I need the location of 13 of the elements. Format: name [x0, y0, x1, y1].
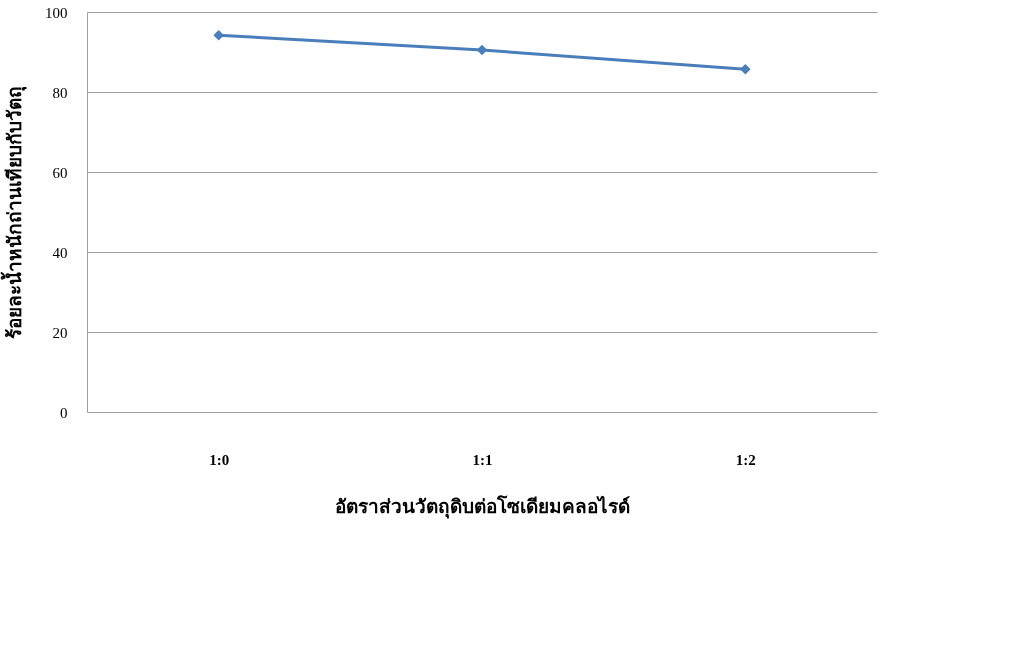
- x-tick-label: 1:1: [472, 451, 493, 468]
- point: [213, 29, 224, 41]
- y-tick-label: 60: [52, 164, 68, 181]
- y-tick-label: 20: [52, 324, 68, 341]
- y-tick-label: 80: [52, 84, 68, 101]
- y-tick-label: 100: [45, 4, 68, 21]
- x-tick-label: 1:0: [209, 451, 230, 468]
- x-axis-title: อัตราส่วนวัตถุดิบต่อโซเดียมคลอไรด์: [335, 494, 630, 519]
- x-tick-label: 1:2: [735, 451, 756, 468]
- y-axis-title: ร้อยละน้ำหนักถ่านเทียบกับวัตถุ: [0, 86, 27, 339]
- y-tick-label: 0: [60, 404, 68, 421]
- y-tick-label: 40: [52, 244, 68, 261]
- point: [740, 63, 751, 75]
